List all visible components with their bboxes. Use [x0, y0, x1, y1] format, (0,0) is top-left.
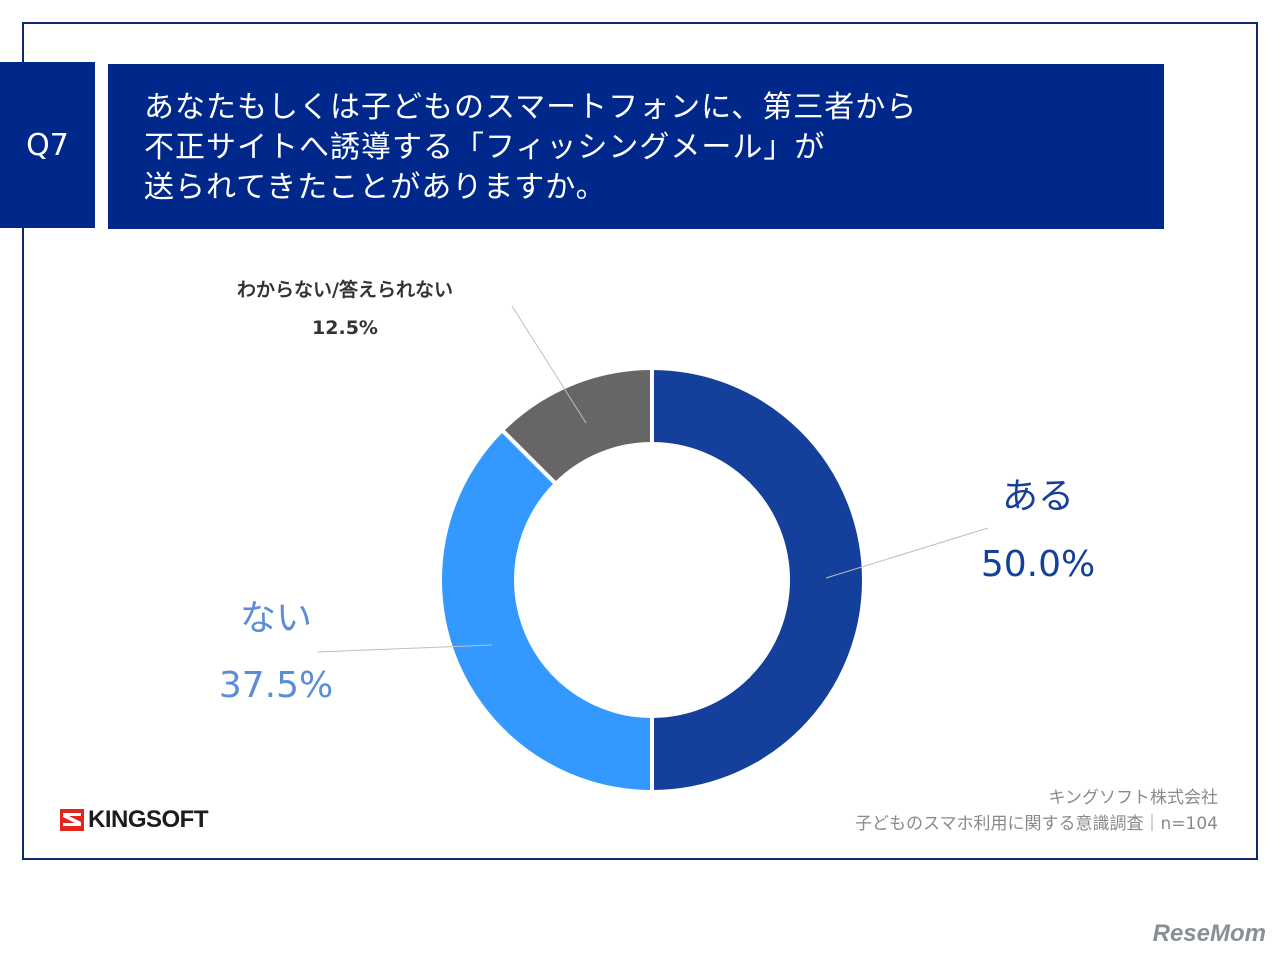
question-number: Q7 [26, 127, 69, 163]
leader-line-wakaranai [511, 305, 587, 424]
question-box: あなたもしくは子どものスマートフォンに、第三者から 不正サイトへ誘導する「フィッ… [108, 64, 1164, 229]
slice-wakaranai [499, 365, 654, 487]
footer-credit: キングソフト株式会社 子どものスマホ利用に関する意識調査｜n=104 [855, 785, 1218, 837]
slice-aru [650, 365, 866, 795]
slice-label-wakaranai: わからない/答えられない [237, 278, 453, 301]
kingsoft-logo-icon [60, 809, 84, 831]
company-name: キングソフト株式会社 [1048, 788, 1219, 808]
slice-label-nai: ない [240, 598, 312, 639]
survey-name: 子どものスマホ利用に関する意識調査｜n=104 [855, 814, 1218, 834]
slice-label-aru: ある [1002, 476, 1074, 517]
leader-line-nai [317, 644, 493, 653]
question-line-2: 不正サイトへ誘導する「フィッシングメール」が [144, 130, 826, 165]
leader-line-aru [825, 527, 989, 579]
resemom-watermark: ReseMom [1152, 920, 1266, 947]
slice-nai [438, 427, 654, 795]
slice-value-nai: 37.5% [219, 665, 333, 706]
slice-value-aru: 50.0% [981, 544, 1095, 585]
kingsoft-logo-text: KINGSOFT [88, 806, 209, 833]
question-line-1: あなたもしくは子どものスマートフォンに、第三者から [144, 90, 918, 125]
slide-frame [22, 22, 1258, 860]
slice-value-wakaranai: 12.5% [312, 317, 378, 339]
question-number-badge: Q7 [0, 62, 95, 228]
kingsoft-logo: KINGSOFT [60, 806, 209, 834]
question-line-3: 送られてきたことがありますか。 [144, 170, 607, 205]
